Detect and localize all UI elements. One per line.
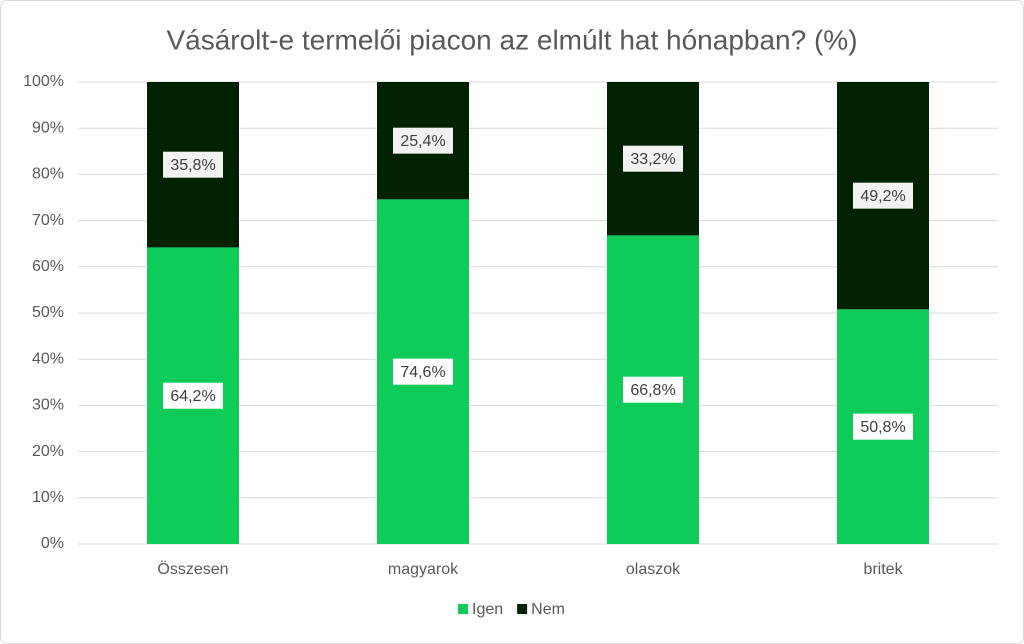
y-tick-label: 0%	[41, 535, 64, 552]
legend-swatch	[458, 604, 468, 614]
value-label-box	[853, 182, 913, 209]
y-tick-label: 90%	[32, 119, 64, 136]
value-label-box	[623, 145, 683, 172]
y-tick-label: 20%	[32, 443, 64, 460]
y-tick-label: 100%	[23, 73, 64, 90]
y-tick-label: 70%	[32, 212, 64, 229]
value-label-box	[163, 382, 223, 409]
value-label: 66,8%	[630, 382, 675, 399]
y-tick-label: 60%	[32, 258, 64, 275]
legend-label: Igen	[472, 601, 503, 618]
y-tick-label: 40%	[32, 350, 64, 367]
value-label-box	[393, 358, 453, 385]
value-label-box	[163, 151, 223, 178]
value-label: 25,4%	[400, 133, 445, 150]
value-label-box	[623, 376, 683, 403]
value-label: 49,2%	[860, 188, 905, 205]
value-label-box	[853, 413, 913, 440]
value-label-box	[393, 127, 453, 154]
value-label: 33,2%	[630, 151, 675, 168]
value-label: 50,8%	[860, 419, 905, 436]
y-tick-label: 30%	[32, 397, 64, 414]
x-tick-label: britek	[863, 561, 903, 578]
y-tick-label: 10%	[32, 489, 64, 506]
value-label: 74,6%	[400, 364, 445, 381]
x-tick-label: Összesen	[157, 560, 228, 578]
y-tick-label: 50%	[32, 304, 64, 321]
chart-title: Vásárolt-e termelői piacon az elmúlt hat…	[166, 24, 857, 55]
legend-label: Nem	[531, 601, 565, 618]
x-tick-label: magyarok	[388, 561, 459, 578]
value-label: 64,2%	[170, 388, 215, 405]
y-tick-label: 80%	[32, 166, 64, 183]
x-tick-label: olaszok	[626, 561, 681, 578]
legend-swatch	[517, 604, 528, 614]
value-label: 35,8%	[170, 157, 215, 174]
